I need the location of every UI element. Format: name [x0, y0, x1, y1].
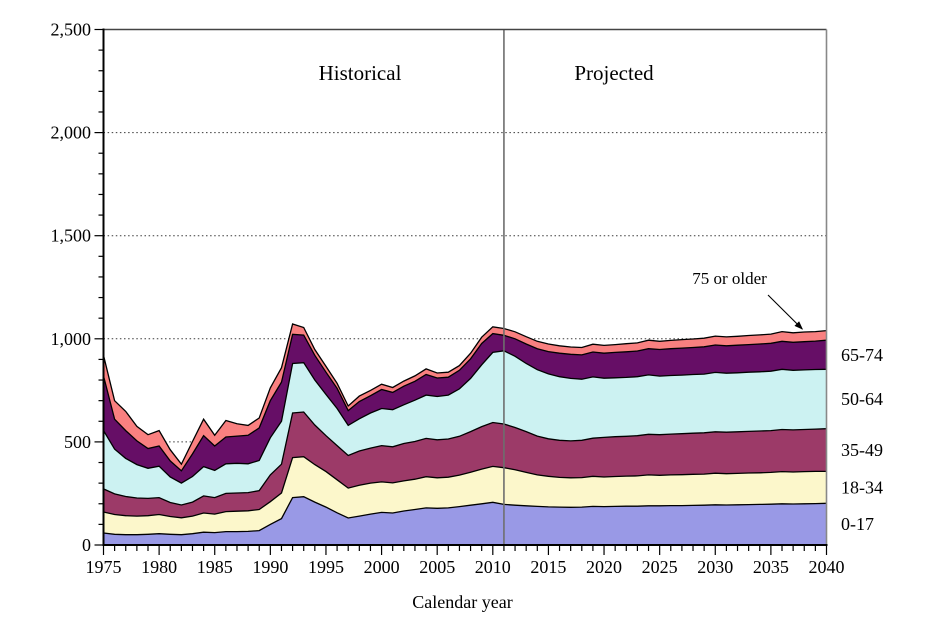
series-label-18-34: 18-34 — [841, 477, 883, 497]
historical-region-label: Historical — [318, 61, 402, 85]
series-label-0-17: 0-17 — [841, 514, 874, 534]
x-tick-label: 2040 — [809, 557, 845, 577]
series-label-50-64: 50-64 — [841, 389, 883, 409]
boundary-18-34 — [103, 456, 827, 519]
projected-region-label: Projected — [574, 61, 654, 85]
annotation-75-or-older: 75 or older — [692, 269, 767, 288]
series-label-65-74: 65-74 — [841, 345, 883, 365]
annotation-arrow — [767, 294, 804, 330]
y-tick-label: 1,000 — [51, 329, 92, 349]
y-tick-label: 500 — [64, 432, 91, 452]
x-tick-label: 1975 — [86, 557, 122, 577]
x-tick-label: 1990 — [252, 557, 288, 577]
y-tick-label: 2,000 — [51, 123, 92, 143]
boundary-65-74 — [102, 332, 827, 472]
x-tick-label: 1985 — [197, 557, 233, 577]
x-tick-label: 1980 — [141, 557, 177, 577]
x-tick-label: 2025 — [642, 557, 678, 577]
x-axis-title: Calendar year — [412, 592, 513, 612]
y-tick-label: 2,500 — [51, 20, 92, 40]
x-tick-label: 2000 — [364, 557, 400, 577]
x-tick-label: 2020 — [586, 557, 622, 577]
boundary-50-64 — [102, 350, 827, 484]
boundary-35-49 — [103, 411, 827, 506]
x-tick-label: 2030 — [697, 557, 733, 577]
x-tick-label: 2035 — [753, 557, 789, 577]
x-tick-label: 1995 — [308, 557, 344, 577]
y-tick-label: 1,500 — [51, 226, 92, 246]
boundary-0-17 — [103, 496, 827, 536]
x-tick-label: 2015 — [530, 557, 566, 577]
boundary-75-or-older — [102, 323, 827, 466]
x-tick-label: 2005 — [419, 557, 455, 577]
band-0-17 — [103, 496, 827, 545]
x-tick-label: 2010 — [475, 557, 511, 577]
y-tick-label: 0 — [82, 535, 91, 555]
series-label-35-49: 35-49 — [841, 440, 883, 460]
